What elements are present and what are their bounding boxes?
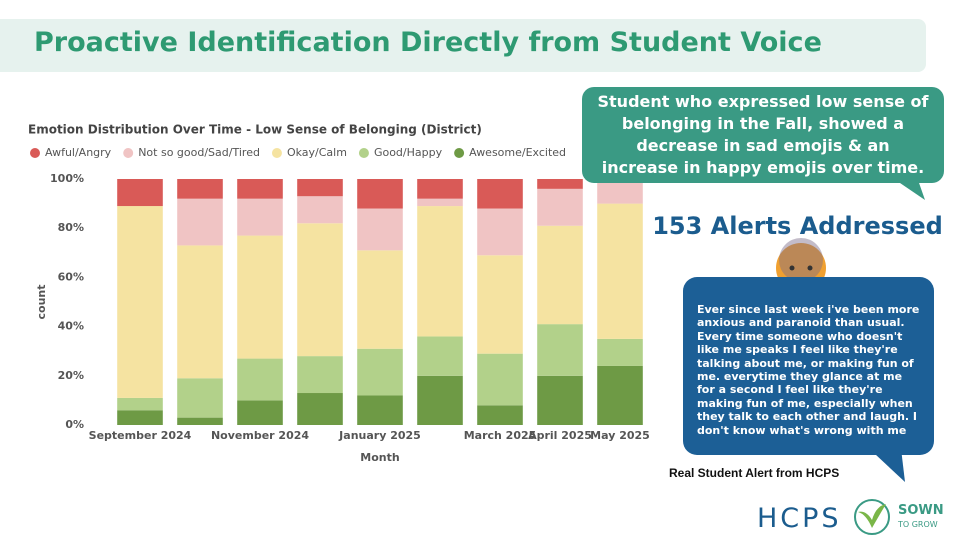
chart-title: Emotion Distribution Over Time - Low Sen… [28, 123, 482, 137]
grow-logo: TO GROW [898, 520, 938, 529]
y-tick-label: 20% [58, 369, 84, 382]
bar-segment [297, 356, 343, 394]
quote-caption: Real Student Alert from HCPS [669, 466, 840, 480]
legend-label: Not so good/Sad/Tired [138, 146, 260, 159]
bar-segment [117, 410, 163, 425]
legend-label: Awesome/Excited [469, 146, 566, 159]
bar-segment [177, 245, 223, 379]
legend-swatch [30, 148, 40, 158]
legend-label: Awful/Angry [45, 146, 112, 159]
legend-swatch [271, 148, 282, 158]
bar-segment [177, 378, 223, 418]
y-tick-label: 60% [58, 270, 84, 283]
bar-segment [417, 336, 463, 376]
bar-segment [297, 223, 343, 357]
bar-segment [537, 188, 583, 226]
bar-segment [177, 417, 223, 425]
x-tick-label: January 2025 [338, 429, 421, 442]
bar-segment [237, 358, 283, 401]
x-axis-title: Month [360, 451, 399, 464]
bar-segment [477, 208, 523, 256]
alerts-count: 153 Alerts Addressed [652, 212, 943, 240]
bar-segment [537, 375, 583, 425]
y-tick-label: 100% [50, 172, 84, 185]
bar-segment [537, 225, 583, 325]
header-band [0, 19, 926, 72]
y-tick-label: 0% [65, 418, 84, 431]
bar-segment [357, 348, 403, 396]
bar-segment [417, 206, 463, 337]
legend-swatch [454, 148, 465, 158]
bar-segment [237, 400, 283, 425]
bar-segment [237, 179, 283, 199]
bar-segment [597, 365, 643, 425]
bar-segment [297, 179, 343, 197]
sown-logo-icon [854, 499, 890, 535]
bar-segment [477, 353, 523, 406]
bar-segment [177, 179, 223, 199]
bar-segment [117, 397, 163, 411]
legend-label: Good/Happy [374, 146, 443, 159]
bar-segment [597, 203, 643, 339]
bar-segment [357, 395, 403, 425]
bar-segment [477, 179, 523, 209]
x-tick-label: May 2025 [590, 429, 650, 442]
header-title: Proactive Identification Directly from S… [34, 27, 822, 58]
bar-segment [477, 405, 523, 425]
bar-segment [117, 179, 163, 207]
bar-segment [297, 393, 343, 425]
bar-segment [357, 250, 403, 349]
bar-segment [417, 179, 463, 199]
bar-segment [477, 255, 523, 354]
hcps-logo: HCPS [757, 503, 842, 534]
y-tick-label: 80% [58, 221, 84, 234]
quote-text: Ever since last week i've been more anxi… [697, 303, 920, 437]
bar-segment [357, 208, 403, 251]
quote-bubble: Ever since last week i've been more anxi… [683, 277, 934, 455]
bar-segment [597, 179, 643, 204]
callout-text: Student who expressed low sense of belon… [597, 92, 929, 177]
bar-segment [537, 324, 583, 376]
legend-swatch [358, 148, 369, 158]
bar-segment [177, 198, 223, 246]
sown-logo: SOWN [898, 503, 944, 518]
bar-segment [537, 179, 583, 189]
x-tick-label: March 2025 [464, 429, 537, 442]
y-tick-label: 40% [58, 320, 84, 333]
x-tick-label: November 2024 [211, 429, 309, 442]
y-axis-title: count [35, 285, 48, 320]
bar-segment [357, 179, 403, 209]
legend-swatch [123, 148, 134, 158]
legend-label: Okay/Calm [287, 146, 347, 159]
bar-segment [117, 206, 163, 398]
bar-segment [237, 198, 283, 236]
bar-segment [597, 338, 643, 366]
callout: Student who expressed low sense of belon… [582, 87, 944, 183]
bar-segment [237, 235, 283, 359]
bar-segment [417, 198, 463, 207]
bar-segment [297, 196, 343, 224]
callout-tail [900, 180, 925, 200]
bar-segment [417, 375, 463, 425]
x-tick-label: September 2024 [89, 429, 192, 442]
x-tick-label: April 2025 [528, 429, 592, 442]
